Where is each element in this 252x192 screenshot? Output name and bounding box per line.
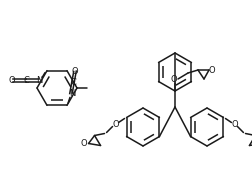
Text: O: O: [230, 120, 237, 129]
Text: C: C: [23, 76, 29, 85]
Text: C: C: [70, 78, 76, 87]
Text: N: N: [69, 89, 75, 98]
Text: O: O: [112, 120, 118, 129]
Text: O: O: [170, 75, 177, 84]
Text: N: N: [36, 76, 42, 85]
Text: O: O: [80, 139, 86, 148]
Text: O: O: [71, 67, 78, 76]
Text: O: O: [208, 66, 214, 75]
Text: O: O: [9, 76, 15, 85]
